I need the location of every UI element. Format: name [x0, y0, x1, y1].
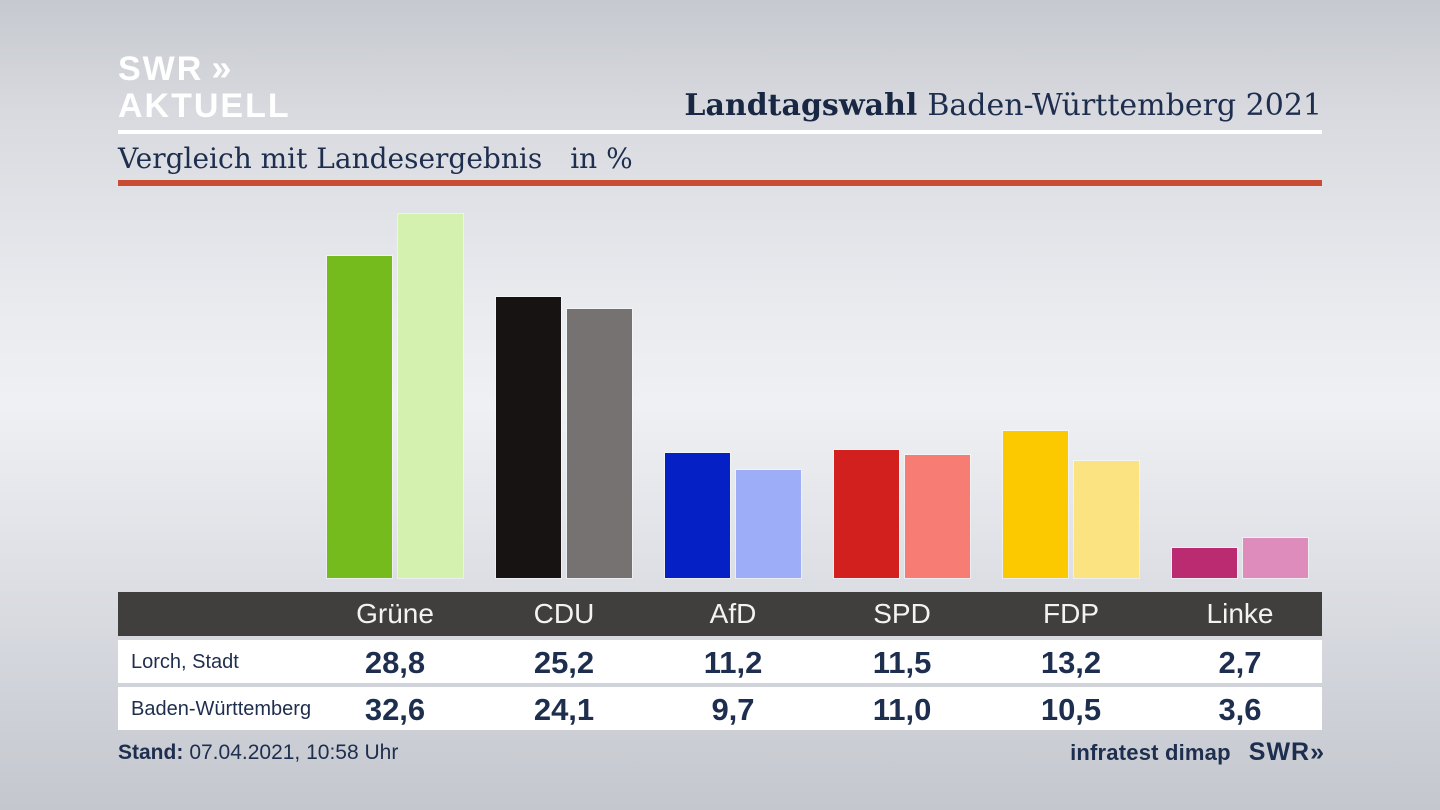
accent-divider	[118, 180, 1322, 186]
cell-baden-wuerttemberg-spd: 11,0	[872, 692, 932, 727]
swr-logo-text: SWR	[118, 50, 204, 88]
table-row-state: Baden-Württemberg 32,6 24,1 9,7 11,0 10,5 3,6	[118, 687, 1322, 730]
cell-lorch-stadt-cdu: 25,2	[533, 645, 595, 680]
table-row-local: Lorch, Stadt 28,8 25,2 11,2 11,5 13,2 2,7	[118, 640, 1322, 683]
swr-footer-logo: SWR»	[1248, 738, 1324, 767]
cell-baden-wuerttemberg-cdu: 24,1	[533, 692, 595, 727]
cell-baden-wuerttemberg-linke: 3,6	[1218, 692, 1262, 727]
bar-spd-state	[905, 455, 970, 578]
stand-label: Stand:	[118, 741, 184, 764]
subtitle-unit: in %	[570, 142, 633, 175]
column-header-cdu: CDU	[533, 598, 595, 629]
double-chevron-icon: »	[1310, 738, 1324, 766]
bar-linke-state	[1243, 538, 1308, 578]
cell-baden-wuerttemberg-fdp: 10,5	[1040, 692, 1102, 727]
page-title: Landtagswahl Baden-Württemberg 2021	[684, 88, 1322, 123]
bar-spd-local	[834, 450, 899, 578]
cell-lorch-stadt-linke: 2,7	[1218, 645, 1262, 680]
bar-fdp-local	[1003, 431, 1068, 578]
title-regular-part: Baden-Württemberg 2021	[927, 88, 1322, 123]
cell-baden-wuerttemberg-gruene: 32,6	[364, 692, 426, 727]
swr-aktuell-logo: SWR» AKTUELL	[118, 47, 291, 125]
double-chevron-icon: »	[211, 47, 231, 88]
bar-linke-local	[1172, 548, 1237, 578]
infratest-dimap-logo: infratest dimap	[1070, 740, 1231, 765]
cell-baden-wuerttemberg-afd: 9,7	[711, 692, 755, 727]
header-divider	[118, 130, 1322, 134]
bar-fdp-state	[1074, 461, 1139, 578]
swr-logo-line: SWR»	[118, 47, 291, 88]
swr-footer-logo-text: SWR	[1248, 738, 1311, 766]
bar-chart	[118, 186, 1322, 578]
row-label-lorch-stadt: Lorch, Stadt	[131, 651, 239, 673]
table-header-row: Grüne CDU AfD SPD FDP Linke	[118, 592, 1322, 636]
bar-afd-local	[665, 453, 730, 578]
bar-cdu-state	[567, 309, 632, 578]
column-header-linke: Linke	[1206, 598, 1274, 629]
column-header-afd: AfD	[709, 598, 757, 629]
stand-value: 07.04.2021, 10:58 Uhr	[189, 741, 399, 764]
source-credit: infratest dimap SWR»	[1070, 738, 1324, 767]
subtitle-label: Vergleich mit Landesergebnis	[118, 142, 543, 175]
bar-cdu-local	[496, 297, 561, 578]
bar-afd-state	[736, 470, 801, 578]
row-label-baden-wuerttemberg: Baden-Württemberg	[131, 698, 312, 720]
bar-gruene-local	[327, 256, 392, 578]
column-header-gruene: Grüne	[356, 598, 434, 629]
column-header-fdp: FDP	[1043, 598, 1099, 629]
cell-lorch-stadt-gruene: 28,8	[364, 645, 426, 680]
cell-lorch-stadt-spd: 11,5	[872, 645, 932, 680]
chart-subtitle: Vergleich mit Landesergebnis in %	[118, 142, 633, 175]
column-header-spd: SPD	[873, 598, 931, 629]
bar-gruene-state	[398, 214, 463, 578]
title-bold-part: Landtagswahl	[684, 88, 918, 123]
aktuell-logo-text: AKTUELL	[118, 87, 291, 125]
cell-lorch-stadt-fdp: 13,2	[1040, 645, 1102, 680]
stand-timestamp: Stand: 07.04.2021, 10:58 Uhr	[118, 741, 398, 765]
cell-lorch-stadt-afd: 11,2	[703, 645, 763, 680]
